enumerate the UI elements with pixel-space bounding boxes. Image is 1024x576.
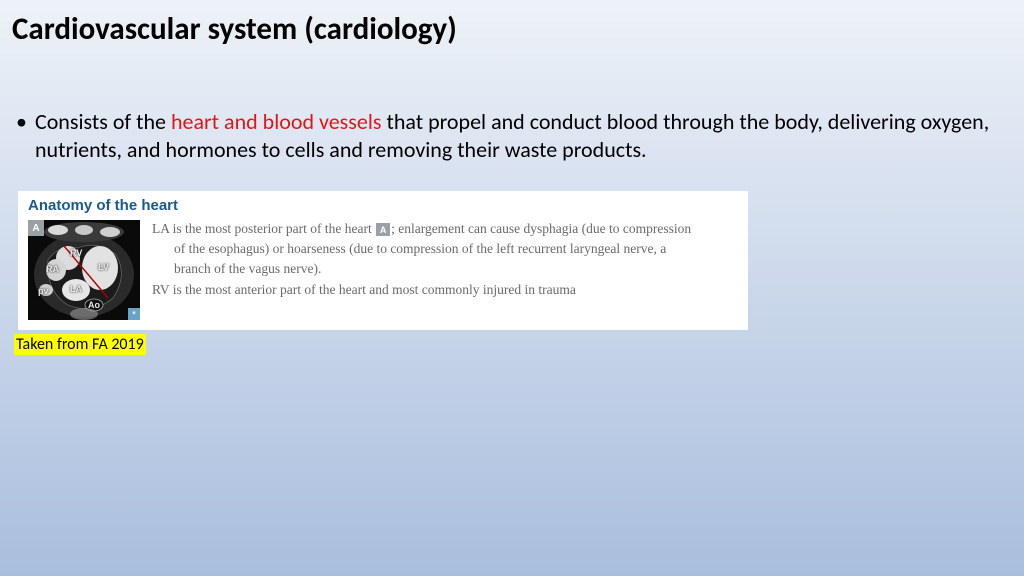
info-line-3: branch of the vagus nerve). xyxy=(152,260,738,278)
ct-label-la: LA xyxy=(70,284,82,294)
info-text-block: LA is the most posterior part of the hea… xyxy=(152,220,738,320)
ct-scan-image: RV RA LV LA pv Ao xyxy=(28,220,140,320)
anatomy-info-box: Anatomy of the heart A * xyxy=(18,191,748,330)
slide: Cardiovascular system (cardiology) • Con… xyxy=(0,0,1024,576)
bullet-prefix: Consists of the xyxy=(35,108,171,135)
ct-label-pv: pv xyxy=(38,286,49,296)
info-box-header: Anatomy of the heart xyxy=(28,197,738,214)
inline-badge-a: A xyxy=(376,223,390,236)
info-line-2: of the esophagus) or hoarseness (due to … xyxy=(152,240,738,258)
ct-label-lv: LV xyxy=(98,262,109,272)
bullet-item: • Consists of the heart and blood vessel… xyxy=(16,108,1012,163)
source-citation: Taken from FA 2019 xyxy=(14,334,146,355)
info-line-1b: ; enlargement can cause dysphagia (due t… xyxy=(391,221,691,236)
ct-label-rv: RV xyxy=(70,248,82,258)
info-line-4: RV is the most anterior part of the hear… xyxy=(152,281,738,299)
ct-label-ao: Ao xyxy=(88,300,100,310)
bullet-dot: • xyxy=(16,108,27,136)
info-line-1a: LA is the most posterior part of the hea… xyxy=(152,221,375,236)
info-box-body: A * xyxy=(28,220,738,320)
page-title: Cardiovascular system (cardiology) xyxy=(12,10,1012,48)
ct-image-wrap: A * xyxy=(28,220,140,320)
bullet-text: Consists of the heart and blood vessels … xyxy=(35,108,1012,163)
ct-scan-svg xyxy=(28,220,140,320)
info-line-1: LA is the most posterior part of the hea… xyxy=(152,220,738,238)
ct-asterisk-badge: * xyxy=(128,308,140,320)
ct-corner-badge: A xyxy=(28,220,44,236)
bullet-highlight: heart and blood vessels xyxy=(171,108,382,135)
ct-label-ra: RA xyxy=(46,264,59,274)
